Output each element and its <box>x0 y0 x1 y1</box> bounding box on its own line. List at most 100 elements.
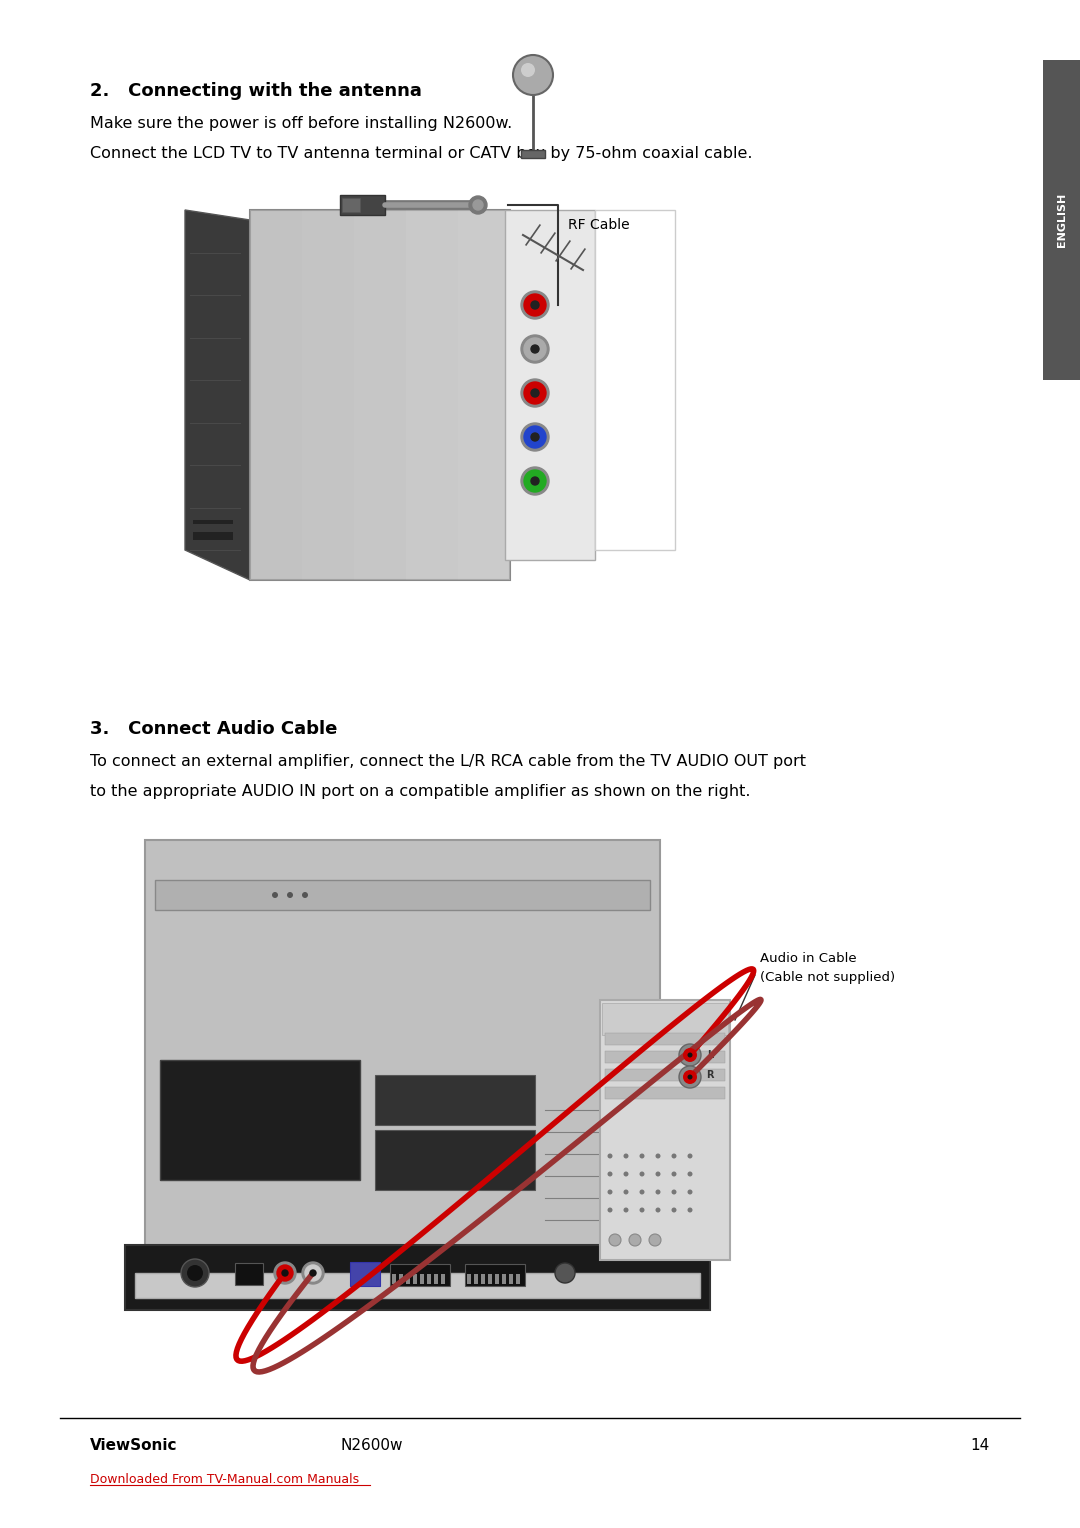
Bar <box>509 1274 513 1284</box>
Text: To connect an external amplifier, connect the L/R RCA cable from the TV AUDIO OU: To connect an external amplifier, connec… <box>90 753 806 769</box>
Bar <box>495 1274 499 1284</box>
Circle shape <box>607 1154 612 1158</box>
Bar <box>465 1264 525 1287</box>
Bar <box>481 1274 485 1284</box>
Circle shape <box>524 338 546 361</box>
Text: 14: 14 <box>971 1438 990 1453</box>
Text: Downloaded From TV-Manual.com Manuals: Downloaded From TV-Manual.com Manuals <box>90 1473 360 1487</box>
Bar <box>488 1274 492 1284</box>
Circle shape <box>607 1207 612 1213</box>
Text: N2600w: N2600w <box>340 1438 403 1453</box>
Circle shape <box>310 1270 316 1276</box>
Circle shape <box>688 1053 692 1057</box>
Bar <box>235 1264 264 1285</box>
Bar <box>474 1274 478 1284</box>
Circle shape <box>656 1154 661 1158</box>
Circle shape <box>688 1207 692 1213</box>
Circle shape <box>679 1067 701 1088</box>
Bar <box>375 1131 535 1190</box>
Bar <box>413 1274 417 1284</box>
Bar <box>1043 60 1080 380</box>
Bar <box>193 532 233 539</box>
Circle shape <box>639 1207 645 1213</box>
Text: ENGLISH: ENGLISH <box>1056 193 1067 248</box>
Circle shape <box>656 1189 661 1195</box>
Bar <box>600 999 730 1261</box>
Bar <box>458 209 510 581</box>
Circle shape <box>609 1235 621 1245</box>
Bar <box>605 1086 725 1099</box>
Circle shape <box>688 1172 692 1177</box>
Text: RF Cable: RF Cable <box>568 219 630 232</box>
Text: R: R <box>706 1070 714 1080</box>
Circle shape <box>639 1154 645 1158</box>
Text: Audio in Cable: Audio in Cable <box>760 952 856 966</box>
Bar <box>135 1273 700 1297</box>
Bar <box>502 1274 507 1284</box>
Circle shape <box>473 200 483 209</box>
Bar <box>145 840 660 1250</box>
Circle shape <box>629 1235 642 1245</box>
Circle shape <box>623 1189 629 1195</box>
Bar <box>390 1264 450 1287</box>
Circle shape <box>181 1259 210 1287</box>
Bar <box>156 880 650 911</box>
Circle shape <box>521 468 549 495</box>
Circle shape <box>302 1262 324 1284</box>
Text: to the appropriate AUDIO IN port on a compatible amplifier as shown on the right: to the appropriate AUDIO IN port on a co… <box>90 784 751 799</box>
Circle shape <box>672 1189 676 1195</box>
Bar <box>505 209 595 559</box>
Bar <box>521 150 545 157</box>
Bar <box>516 1274 519 1284</box>
Circle shape <box>513 55 553 95</box>
Circle shape <box>521 379 549 406</box>
Bar <box>434 1274 438 1284</box>
Circle shape <box>531 390 539 397</box>
Text: 3.   Connect Audio Cable: 3. Connect Audio Cable <box>90 720 337 738</box>
Circle shape <box>521 335 549 364</box>
Circle shape <box>276 1265 293 1280</box>
Circle shape <box>302 892 308 898</box>
Bar <box>605 1033 725 1045</box>
Circle shape <box>521 63 535 76</box>
Bar <box>605 1070 725 1080</box>
Circle shape <box>688 1189 692 1195</box>
Circle shape <box>683 1070 697 1083</box>
Polygon shape <box>185 209 249 581</box>
Text: ViewSonic: ViewSonic <box>90 1438 177 1453</box>
Circle shape <box>282 1270 288 1276</box>
Circle shape <box>274 1262 296 1284</box>
Circle shape <box>531 301 539 309</box>
Circle shape <box>524 426 546 448</box>
Circle shape <box>555 1264 575 1284</box>
Circle shape <box>688 1154 692 1158</box>
Text: Connect the LCD TV to TV antenna terminal or CATV box by 75-ohm coaxial cable.: Connect the LCD TV to TV antenna termina… <box>90 147 753 160</box>
Bar <box>354 209 406 581</box>
Bar <box>340 196 384 215</box>
Circle shape <box>656 1207 661 1213</box>
Circle shape <box>521 290 549 319</box>
Circle shape <box>623 1172 629 1177</box>
Bar <box>193 520 233 524</box>
Circle shape <box>272 892 278 898</box>
Circle shape <box>683 1048 697 1062</box>
Bar <box>441 1274 445 1284</box>
Circle shape <box>672 1154 676 1158</box>
Bar <box>399 1274 403 1284</box>
Circle shape <box>672 1172 676 1177</box>
Bar <box>342 199 360 212</box>
Circle shape <box>531 345 539 353</box>
Bar <box>427 1274 431 1284</box>
Bar <box>350 1262 380 1287</box>
Text: 2.   Connecting with the antenna: 2. Connecting with the antenna <box>90 83 422 99</box>
Circle shape <box>672 1207 676 1213</box>
Circle shape <box>649 1235 661 1245</box>
Circle shape <box>305 1265 321 1280</box>
Bar <box>249 209 302 581</box>
Circle shape <box>679 1044 701 1067</box>
Circle shape <box>531 432 539 442</box>
Circle shape <box>639 1189 645 1195</box>
Circle shape <box>531 477 539 484</box>
Circle shape <box>469 196 487 214</box>
Circle shape <box>656 1172 661 1177</box>
